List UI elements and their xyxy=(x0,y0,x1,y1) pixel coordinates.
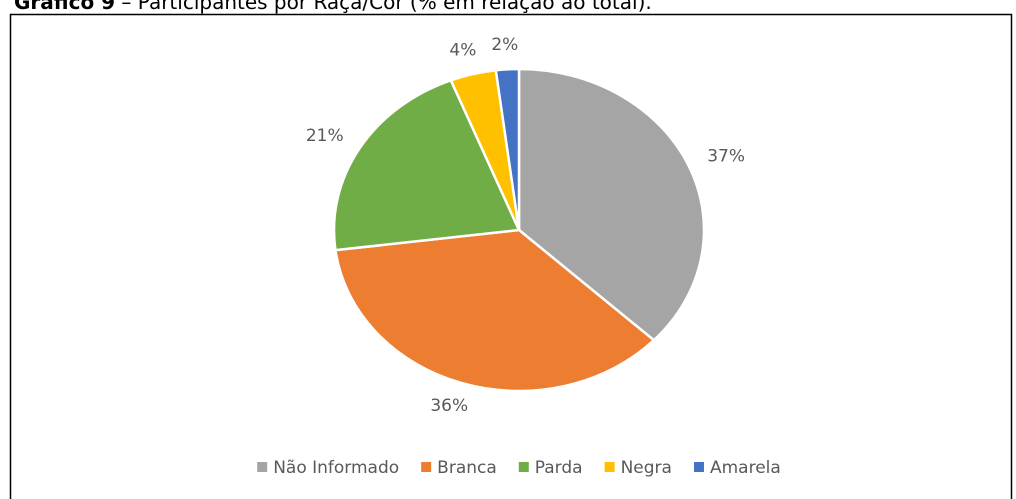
legend-label: Parda xyxy=(535,458,583,478)
data-label: 2% xyxy=(491,35,518,55)
legend-swatch xyxy=(518,462,529,472)
data-label: 37% xyxy=(707,146,745,166)
legend-label: Branca xyxy=(437,458,497,478)
legend-swatch xyxy=(421,462,432,472)
data-label: 21% xyxy=(306,126,344,146)
pie-slice xyxy=(334,228,656,393)
data-label: 4% xyxy=(449,41,476,61)
caption-label: Gráfico 9 xyxy=(14,0,115,14)
legend-label: Negra xyxy=(621,458,672,478)
caption: Gráfico 9 – Participantes por Raça/Cor (… xyxy=(14,0,652,14)
legend-label: Amarela xyxy=(710,458,781,478)
legend-label: Não Informado xyxy=(273,458,399,478)
legend-swatch xyxy=(257,462,268,472)
legend-swatch xyxy=(604,462,615,472)
caption-text: – Participantes por Raça/Cor (% em relaç… xyxy=(115,0,652,14)
pie-slice xyxy=(494,67,521,231)
data-label: 36% xyxy=(430,396,468,416)
pie-slice xyxy=(332,78,521,252)
legend-swatch xyxy=(693,462,704,472)
pie-slice xyxy=(517,67,706,342)
